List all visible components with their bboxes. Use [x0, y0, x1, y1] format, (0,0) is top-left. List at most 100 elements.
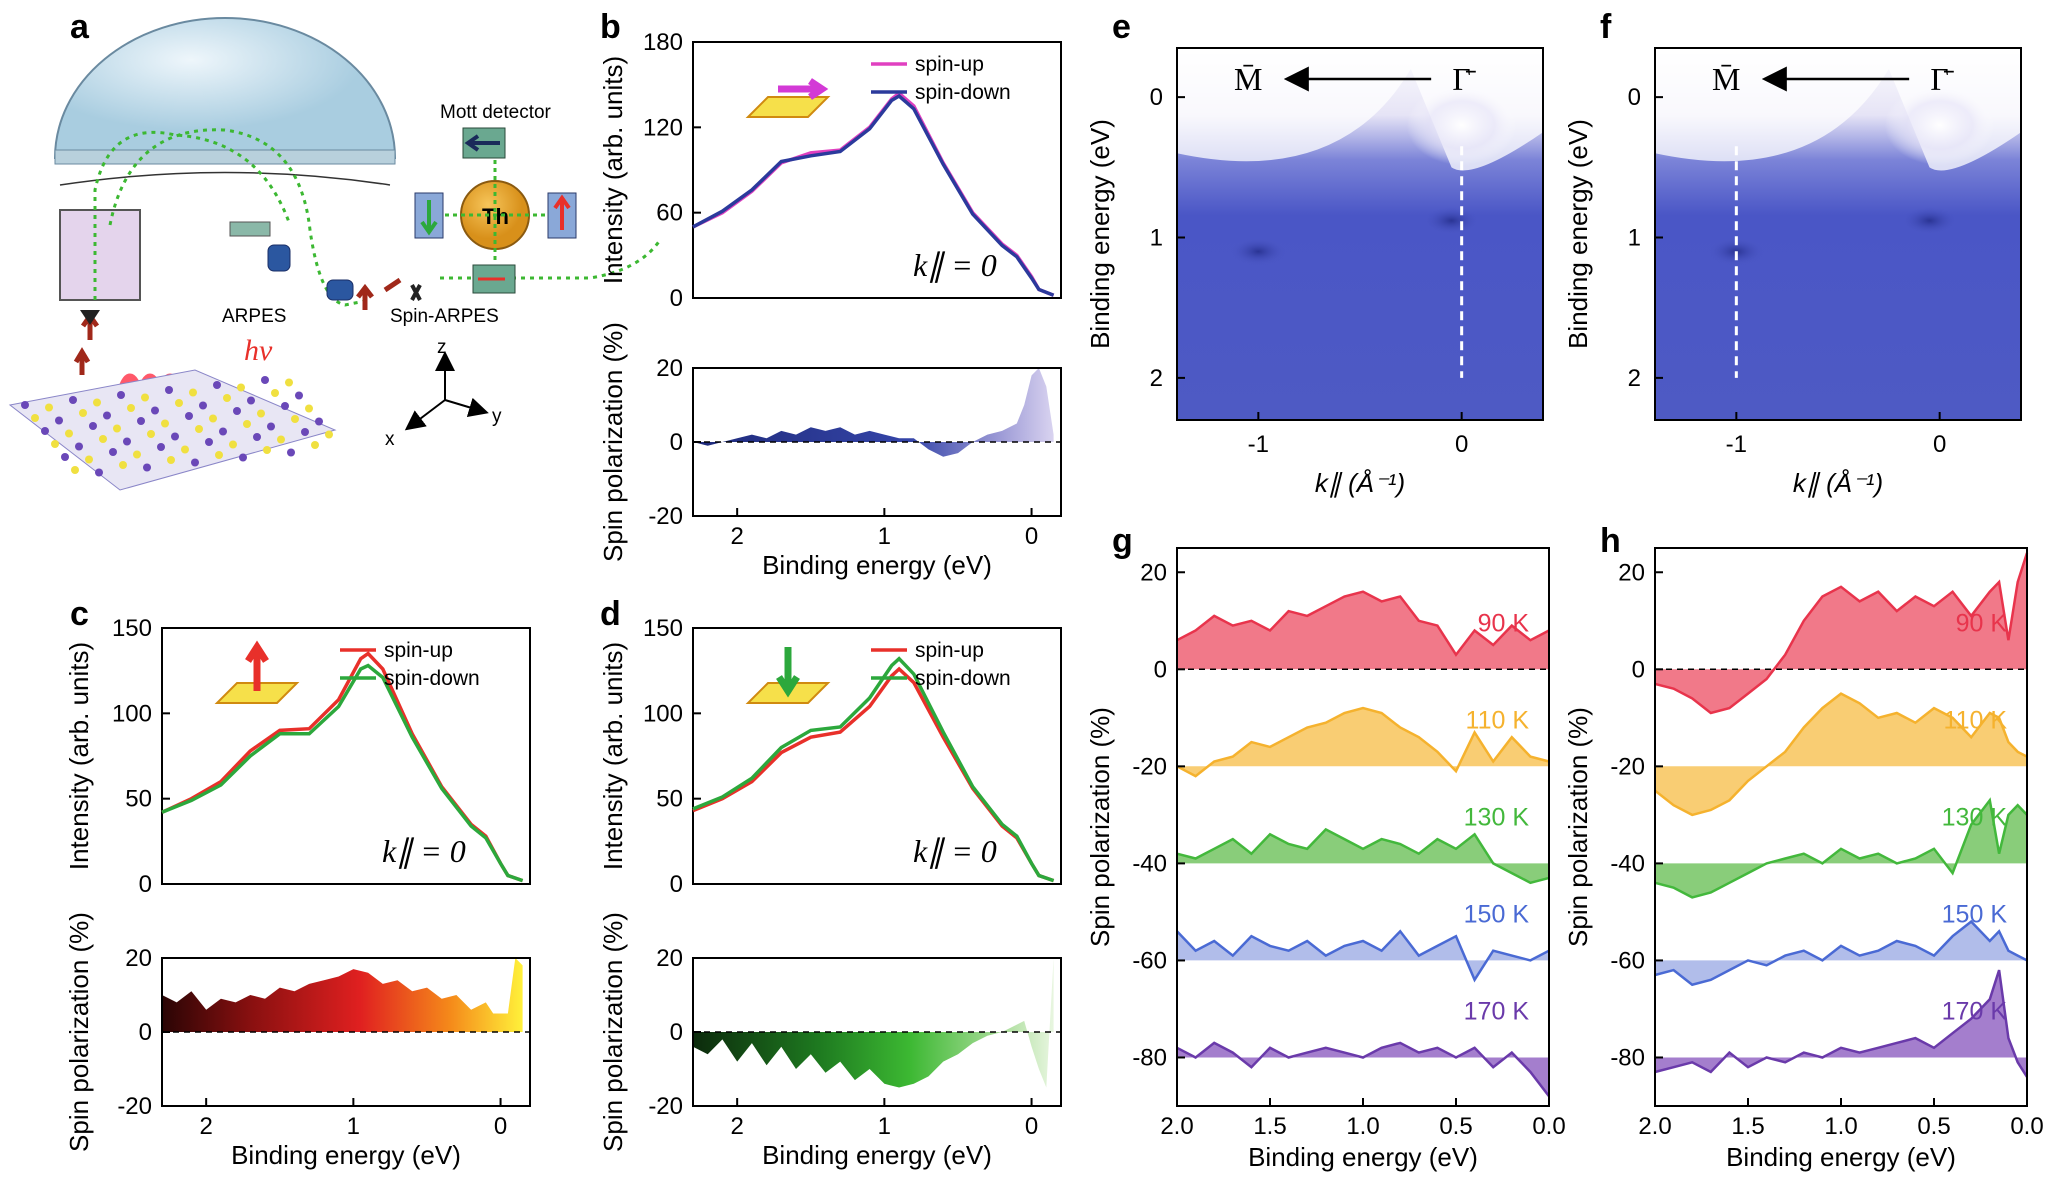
panel-label-c: c: [70, 595, 89, 633]
chart-b-polarization: -20 0 20 2 1 0 Binding energy (eV) Spin polariz…: [598, 322, 1062, 580]
lattice-atom: [61, 453, 69, 461]
chart-h-ytick-label: -40: [1610, 850, 1645, 877]
chart-e-map-spot-m: [1230, 237, 1287, 266]
lattice-atom: [209, 414, 217, 423]
lattice-atom: [45, 403, 53, 412]
lattice-atom: [223, 394, 231, 402]
chart-h-xtick-label: 0.0: [2010, 1113, 2043, 1140]
chart-d-int-ytick-label: 50: [656, 786, 683, 813]
chart-h-ytick-label: -60: [1610, 947, 1645, 974]
chart-f-map-frame: [1654, 47, 2022, 421]
lattice-atom: [141, 393, 149, 402]
lens-cylinder-icon: [267, 244, 291, 272]
chart-c-int-spin-arrow-icon: [245, 640, 269, 691]
chart-g-temp-label: 130 K: [1464, 803, 1530, 831]
chart-h-temp-label: 130 K: [1942, 803, 2008, 831]
lattice-atom: [89, 422, 97, 430]
chart-b-pol-ytick-label: 20: [656, 355, 683, 382]
lattice-atom: [267, 422, 275, 431]
chart-c-pol-ytick-label: 0: [139, 1019, 152, 1046]
lattice-atom: [295, 391, 303, 400]
chart-g-line-110 K: [1176, 706, 1550, 778]
lattice-atom: [195, 425, 203, 433]
electron-path-hemisphere: [93, 130, 292, 300]
chart-h-area-110 K: [1655, 693, 2027, 815]
chart-h-line-170 K: [1654, 969, 2029, 1078]
chart-h-line-110 K: [1654, 692, 2028, 817]
analyzer-dome: [53, 17, 397, 159]
chart-f-map-ytick-label: 2: [1628, 365, 1641, 392]
chart-e-map-xtick-label: -1: [1248, 431, 1269, 458]
chart-f-map-spot-gamma: [1901, 206, 1958, 235]
panel-label-f: f: [1600, 8, 1612, 46]
chart-b-int-ytick-label: 180: [643, 29, 683, 56]
spin-arpes-label: Spin-ARPES: [390, 306, 499, 327]
chart-d-int-legend-label: spin-up: [915, 639, 984, 662]
chart-g-xlabel: Binding energy (eV): [1248, 1142, 1478, 1172]
chart-g-line-150 K: [1176, 929, 1550, 983]
lattice-atom: [239, 453, 247, 462]
chart-h-xtick-label: 0.5: [1917, 1113, 1950, 1140]
axis-y-label: y: [492, 406, 502, 427]
lattice-atom: [55, 416, 63, 425]
lattice-atom: [133, 450, 141, 459]
chart-d-int-ytick-label: 150: [643, 615, 683, 642]
chart-b-pol-area: [693, 368, 1054, 457]
chart-c-int-ytick-label: 0: [139, 871, 152, 898]
chart-g-ytick-label: -80: [1132, 1044, 1167, 1071]
lattice-atom: [233, 407, 241, 415]
chart-d-pol-area: [693, 958, 1054, 1088]
lattice-atom: [189, 388, 197, 397]
lattice-atom: [243, 420, 251, 428]
chart-h-temp-label: 110 K: [1944, 706, 2008, 734]
chart-h-xtick-label: 1.0: [1824, 1113, 1857, 1140]
chart-b-pol-ytick-label: 0: [670, 429, 683, 456]
chart-d-pol-xlabel: Binding energy (eV): [762, 1140, 992, 1170]
lattice-atom: [285, 378, 293, 387]
lattice-atom: [291, 415, 299, 423]
lattice-atom: [171, 432, 179, 441]
lattice-atom: [281, 402, 289, 410]
lattice-atom: [157, 443, 165, 451]
chart-b-pol-ytick-label: -20: [648, 503, 683, 530]
lattice-atom: [123, 437, 131, 446]
lattice-atom: [93, 398, 101, 407]
lattice-atom: [287, 448, 295, 457]
chart-f-map-gamma-glow: [1884, 85, 1995, 166]
chart-g-temp-label: 110 K: [1466, 706, 1530, 734]
chart-g-line-90 K: [1176, 590, 1550, 657]
chart-h-xlabel: Binding energy (eV): [1726, 1142, 1956, 1172]
chart-b-int-k-label: k∥ = 0: [913, 247, 997, 283]
panel-label-g: g: [1112, 522, 1133, 560]
chart-g-area-110 K: [1177, 708, 1549, 777]
chart-c-pol-area: [162, 958, 523, 1032]
chart-c-intensity: 0 50 100 150 spin-up spin-down k∥ = 0 Intensity…: [64, 615, 531, 898]
chart-b-pol-xtick-label: 2: [730, 523, 743, 550]
chart-h-xtick-label: 1.5: [1731, 1113, 1764, 1140]
hv-label: hν: [244, 334, 273, 367]
chart-c-pol-ytick-label: -20: [117, 1093, 152, 1120]
lattice-atom: [143, 463, 151, 472]
lattice-atom: [253, 433, 261, 441]
chart-h-line-130 K: [1654, 797, 2028, 899]
analyzer-lens: [59, 209, 141, 301]
chart-c-int-ytick-label: 150: [112, 615, 152, 642]
lattice-atom: [305, 404, 313, 413]
chart-c-int-series-spin-down: [161, 663, 524, 883]
lattice-atom: [99, 435, 107, 443]
panel-label-d: d: [600, 595, 621, 633]
chart-b-pol-xtick-label: 1: [878, 523, 891, 550]
lattice-atom: [263, 446, 271, 454]
lattice-atom: [69, 396, 77, 404]
chart-h-ylabel: Spin polarization (%): [1563, 707, 1593, 947]
chart-d-pol-ytick-label: 20: [656, 945, 683, 972]
chart-e-map-ylabel: Binding energy (eV): [1085, 119, 1115, 349]
chart-g-area-90 K: [1177, 591, 1549, 670]
axis-z-label: z: [437, 337, 447, 358]
chart-d-int-frame: [692, 627, 1062, 885]
lattice-atom: [41, 427, 49, 435]
chart-d-pol-ytick-label: 0: [670, 1019, 683, 1046]
chart-d-pol-xtick-label: 0: [1025, 1113, 1038, 1140]
chart-b-int-legend-label: spin-up: [915, 53, 984, 76]
lattice-atom: [215, 451, 223, 459]
